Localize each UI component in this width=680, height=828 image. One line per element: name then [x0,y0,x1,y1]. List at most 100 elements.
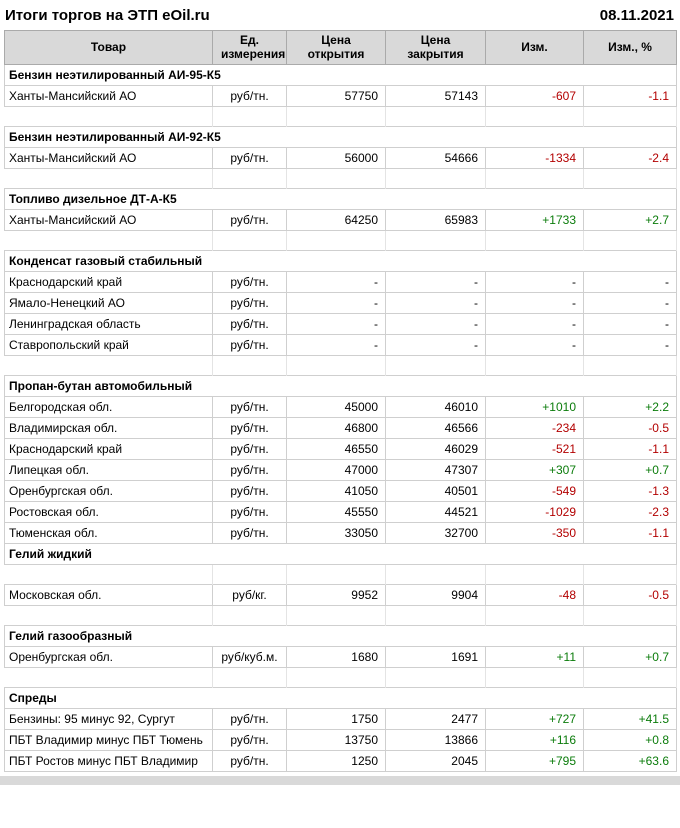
cell-product: Ханты-Мансийский АО [4,146,213,169]
cell-change: +11 [485,645,584,668]
horizontal-scrollbar[interactable] [0,775,680,785]
cell-open-price: 13750 [286,728,386,751]
col-header-unit: Ед. измерения [212,30,287,65]
col-header-close-price: Цена закрытия [385,30,486,65]
cell-product: Тюменская обл. [4,521,213,544]
spacer-cell [286,667,386,688]
cell-open-price: - [286,270,386,293]
spacer-cell [485,168,584,189]
spacer-row [5,230,677,251]
spacer-cell [212,230,287,251]
cell-change-pct: +41.5 [583,707,677,730]
cell-change: - [485,312,584,335]
spacer-cell [385,564,486,585]
cell-open-price: 57750 [286,84,386,107]
data-row: Ростовская обл. руб/тн. 45550 44521 -1029 -2.… [4,500,677,523]
spacer-row [5,168,677,189]
cell-change-pct: +63.6 [583,749,677,772]
cell-change: -234 [485,416,584,439]
cell-close-price: 46029 [385,437,486,460]
cell-unit: руб/тн. [212,333,287,356]
cell-change: +727 [485,707,584,730]
section-header-row: Бензин неэтилированный АИ-95-К5 [4,63,677,86]
cell-close-price: 40501 [385,479,486,502]
cell-change-pct: +2.7 [583,208,677,231]
cell-unit: руб/тн. [212,437,287,460]
cell-change: +795 [485,749,584,772]
data-row: Ленинградская область руб/тн. - - - - [4,312,677,335]
cell-open-price: 33050 [286,521,386,544]
cell-unit: руб/тн. [212,312,287,335]
cell-close-price: 65983 [385,208,486,231]
section-header-row: Топливо дизельное ДТ-А-К5 [4,187,677,210]
data-row: Липецкая обл. руб/тн. 47000 47307 +307 +0.7 [4,458,677,481]
data-row: Оренбургская обл. руб/куб.м. 1680 1691 +11 +0… [4,645,677,668]
data-row: Краснодарский край руб/тн. 46550 46029 -521-… [4,437,677,460]
cell-change-pct: +0.8 [583,728,677,751]
spacer-cell [485,667,584,688]
cell-product: Ямало-Ненецкий АО [4,291,213,314]
cell-open-price: - [286,291,386,314]
cell-change: -607 [485,84,584,107]
cell-product: Бензины: 95 минус 92, Сургут [4,707,213,730]
spacer-cell [485,564,584,585]
cell-open-price: 9952 [286,583,386,606]
spacer-cell [5,106,213,126]
data-row: Тюменская обл. руб/тн. 33050 32700 -350 -1.1 [4,521,677,544]
cell-change: - [485,291,584,314]
spacer-cell [5,564,213,584]
cell-change: - [485,270,584,293]
cell-change-pct: -1.1 [583,521,677,544]
spacer-cell [583,230,677,251]
cell-product: Краснодарский край [4,270,213,293]
spacer-cell [286,605,386,626]
cell-close-price: 44521 [385,500,486,523]
cell-open-price: - [286,312,386,335]
spacer-cell [212,355,287,376]
data-row: Владимирская обл. руб/тн. 46800 46566 -234 -0… [4,416,677,439]
cell-close-price: 46566 [385,416,486,439]
cell-product: Оренбургская обл. [4,479,213,502]
cell-change-pct: - [583,291,677,314]
cell-unit: руб/тн. [212,500,287,523]
cell-product: Ставропольский край [4,333,213,356]
section-title: Пропан-бутан автомобильный [4,374,677,397]
cell-product: Ленинградская область [4,312,213,335]
cell-open-price: 45550 [286,500,386,523]
cell-change: +1010 [485,395,584,418]
cell-open-price: 46800 [286,416,386,439]
spacer-cell [385,605,486,626]
section-header-row: Конденсат газовый стабильный [4,249,677,272]
cell-unit: руб/тн. [212,707,287,730]
cell-open-price: 1680 [286,645,386,668]
data-row: Ханты-Мансийский АО руб/тн. 56000 54666 -133… [4,146,677,169]
spacer-cell [385,168,486,189]
section-title: Бензин неэтилированный АИ-92-К5 [4,125,677,148]
spacer-cell [286,230,386,251]
cell-product: Краснодарский край [4,437,213,460]
cell-change: -1334 [485,146,584,169]
data-row: Ханты-Мансийский АО руб/тн. 64250 65983 +173… [4,208,677,231]
section-title: Конденсат газовый стабильный [4,249,677,272]
spacer-row [5,106,677,127]
spacer-cell [286,564,386,585]
cell-close-price: - [385,312,486,335]
spacer-row [5,605,677,626]
cell-product: Белгородская обл. [4,395,213,418]
cell-close-price: 2477 [385,707,486,730]
cell-close-price: 1691 [385,645,486,668]
data-row: Ямало-Ненецкий АО руб/тн. - - - - [4,291,677,314]
section-header-row: Спреды [4,686,677,709]
cell-close-price: - [385,270,486,293]
col-header-product: Товар [4,30,213,65]
spacer-cell [5,605,213,625]
section-header-row: Гелий жидкий [4,542,677,565]
cell-product: Московская обл. [4,583,213,606]
cell-close-price: 32700 [385,521,486,544]
section-title: Топливо дизельное ДТ-А-К5 [4,187,677,210]
cell-unit: руб/тн. [212,728,287,751]
cell-close-price: 9904 [385,583,486,606]
spacer-cell [583,106,677,127]
cell-product: Владимирская обл. [4,416,213,439]
cell-change: - [485,333,584,356]
